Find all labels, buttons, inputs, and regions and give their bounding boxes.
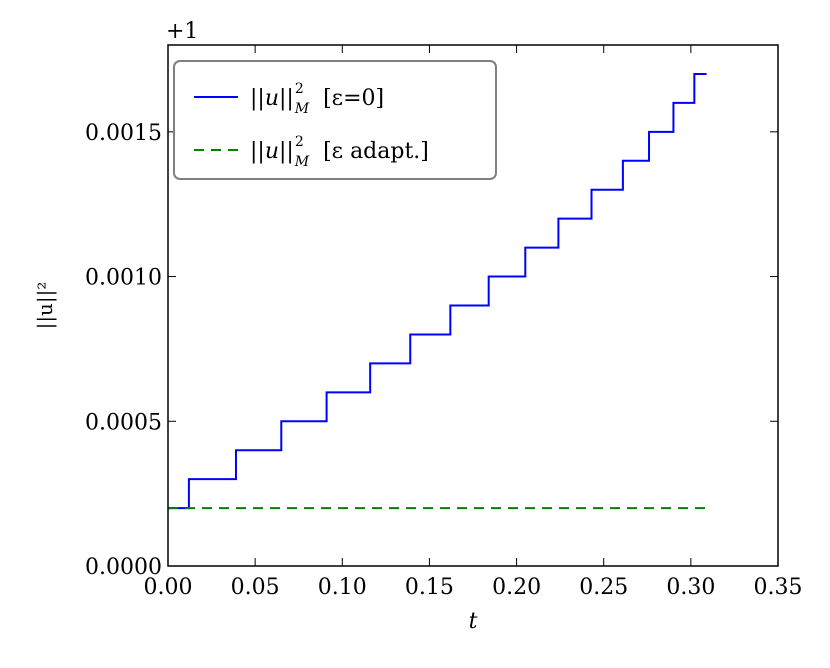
- y-tick-label: 0.0000: [85, 555, 162, 580]
- x-tick-label: 0.05: [231, 575, 280, 600]
- x-tick-label: 0.35: [754, 575, 803, 600]
- legend-label-2: ||u||2 M [ε adapt.]: [250, 134, 429, 170]
- legend-label-1: ||u||2 M [ε=0]: [250, 81, 384, 117]
- x-tick-label: 0.10: [318, 575, 367, 600]
- legend-box: [173, 60, 497, 180]
- axes: 0.00 0.05 0.10 0.15 0.20 0.25 0.30 0.35 0.0000 0.…: [33, 19, 802, 634]
- y-tick-label: 0.0005: [85, 410, 162, 435]
- x-tick-label: 0.30: [666, 575, 715, 600]
- y-tick-label: 0.0015: [85, 121, 162, 146]
- plot-frame: [167, 44, 779, 567]
- x-tick-label: 0.25: [579, 575, 628, 600]
- x-tick-label: 0.00: [144, 575, 193, 600]
- x-tick-label: 0.15: [405, 575, 454, 600]
- x-axis-label: t: [469, 609, 478, 634]
- y-tick-label: 0.0010: [85, 266, 162, 291]
- series-line-1: [168, 72, 707, 510]
- y-axis-label: ||u||²: [33, 282, 58, 330]
- plot-area: [168, 72, 707, 510]
- x-tick-label: 0.20: [492, 575, 541, 600]
- y-offset-label: +1: [166, 19, 198, 44]
- legend: ||u||2 M [ε=0] ||u||2 M [ε adapt.]: [173, 60, 497, 180]
